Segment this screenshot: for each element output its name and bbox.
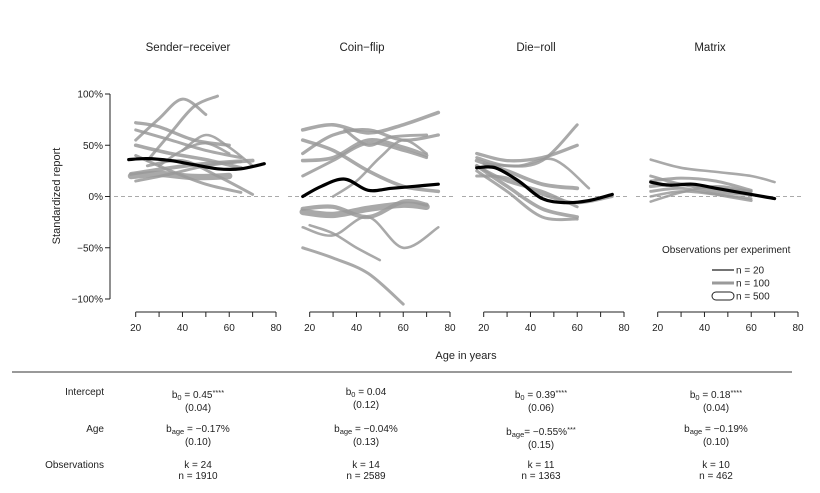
experiment-line bbox=[482, 157, 591, 190]
experiment-line bbox=[301, 246, 405, 306]
x-tick-label: 20 bbox=[652, 323, 664, 334]
experiment-line bbox=[127, 170, 233, 181]
legend-title: Observations per experiment bbox=[662, 245, 791, 256]
panel-title: Sender−receiver bbox=[146, 42, 231, 54]
experiment-line bbox=[299, 201, 430, 219]
experiment-line bbox=[300, 138, 429, 163]
panel-4: Matrix 20 40 60 80 bbox=[636, 42, 804, 334]
experiment-line bbox=[181, 133, 254, 168]
x-tick-label: 60 bbox=[224, 323, 236, 334]
experiment-line bbox=[649, 185, 753, 203]
y-axis: 100% 50% 0% −50% −100% bbox=[72, 90, 111, 306]
y-tick-label: 50% bbox=[83, 141, 103, 152]
x-tick-label: 40 bbox=[525, 323, 537, 334]
experiment-line bbox=[475, 143, 579, 163]
experiment-line bbox=[134, 97, 208, 142]
y-tick-label: 0% bbox=[89, 192, 104, 203]
experiment-line bbox=[134, 154, 243, 194]
y-axis-title: Standardized report bbox=[51, 148, 63, 245]
x-tick-label: 20 bbox=[304, 323, 316, 334]
panel-1: Sender−receiver 20 40 60 80 bbox=[114, 42, 282, 334]
panel-title: Matrix bbox=[694, 42, 726, 54]
panel-title: Coin−flip bbox=[339, 42, 384, 54]
overall-trend-line bbox=[127, 156, 266, 171]
y-tick-label: −50% bbox=[77, 243, 103, 254]
overall-trend-line bbox=[475, 165, 614, 205]
legend-swatch bbox=[711, 291, 735, 301]
experiment-line bbox=[331, 138, 428, 198]
overall-trend-line bbox=[301, 177, 440, 199]
x-tick-label: 80 bbox=[792, 323, 804, 334]
experiment-line bbox=[301, 141, 429, 178]
x-tick-label: 40 bbox=[177, 323, 189, 334]
experiment-line bbox=[157, 141, 231, 168]
experiment-line bbox=[301, 215, 440, 250]
experiment-line bbox=[300, 110, 441, 135]
experiment-line bbox=[649, 176, 753, 192]
x-tick-label: 60 bbox=[746, 323, 758, 334]
x-tick-label: 40 bbox=[351, 323, 363, 334]
x-tick-label: 60 bbox=[572, 323, 584, 334]
x-tick-label: 80 bbox=[618, 323, 630, 334]
legend-label: n = 500 bbox=[736, 292, 770, 303]
experiment-line bbox=[343, 128, 429, 147]
experiment-line bbox=[134, 121, 231, 147]
x-tick-label: 80 bbox=[270, 323, 282, 334]
y-tick-label: 100% bbox=[77, 90, 103, 101]
panel-2: Coin−flip 20 40 60 80 bbox=[288, 42, 456, 334]
panel-3: Die−roll 20 40 60 80 bbox=[462, 42, 630, 334]
experiment-line bbox=[308, 223, 382, 262]
x-tick-label: 60 bbox=[398, 323, 410, 334]
x-tick-label: 20 bbox=[130, 323, 142, 334]
x-tick-label: 40 bbox=[699, 323, 711, 334]
overall-trend-line bbox=[649, 180, 777, 201]
legend-label: n = 100 bbox=[736, 279, 770, 290]
experiment-line bbox=[301, 128, 440, 156]
experiment-line bbox=[649, 190, 753, 200]
x-axis-title: Age in years bbox=[435, 350, 497, 362]
experiment-line bbox=[475, 169, 579, 222]
legend: Observations per experiment n = 20 n = 10… bbox=[662, 245, 791, 303]
experiment-line bbox=[134, 160, 243, 183]
experiment-line bbox=[145, 94, 219, 163]
chart-panels: Sender−receiver 20 40 60 80 Coin−flip 20 40 60 80… bbox=[114, 42, 804, 334]
x-tick-label: 80 bbox=[444, 323, 456, 334]
panel-title: Die−roll bbox=[516, 42, 555, 54]
y-tick-label: −100% bbox=[72, 295, 104, 306]
x-tick-label: 20 bbox=[478, 323, 490, 334]
experiment-line bbox=[649, 158, 776, 184]
legend-label: n = 20 bbox=[736, 266, 765, 277]
